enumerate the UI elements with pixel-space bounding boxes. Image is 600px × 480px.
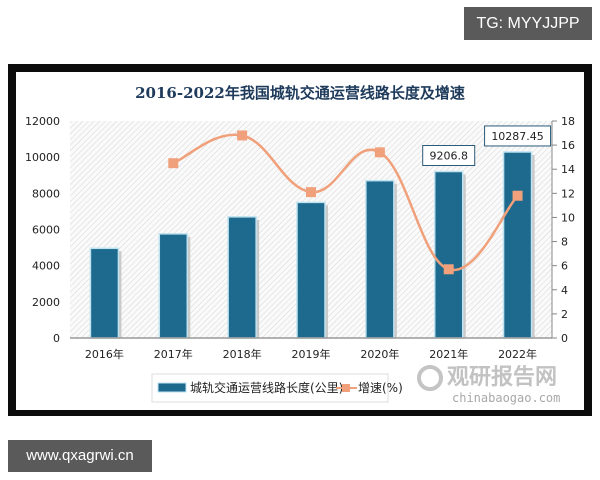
- watermark-site-en: chinabaogao.com: [452, 391, 560, 405]
- watermark-tag-bottom: www.qxagrwi.cn: [8, 440, 152, 472]
- legend-line-label: 增速(%): [358, 381, 403, 395]
- combo-chart: 2016-2022年我国城轨交通运营线路长度及增速 0 2000 4000 6000 8…: [25, 84, 575, 405]
- left-tick-label: 8000: [32, 187, 60, 200]
- x-tick-label: 2019年: [292, 347, 331, 361]
- bar: [227, 216, 257, 339]
- right-tick-label: 10: [561, 211, 575, 224]
- legend-marker-swatch: [342, 384, 350, 392]
- legend-bar-label: 城轨交通运营线路长度(公里): [190, 380, 343, 395]
- left-tick-label: 4000: [32, 260, 60, 273]
- left-tick-label: 2000: [32, 296, 60, 309]
- x-tick-label: 2017年: [154, 347, 193, 361]
- growth-marker: [306, 187, 316, 198]
- bar: [502, 151, 533, 339]
- watermark-site-cn: 观研报告网: [447, 365, 557, 390]
- right-tick-label: 14: [561, 163, 575, 176]
- data-label-text: 10287.45: [491, 130, 544, 143]
- right-tick-label: 0: [561, 332, 568, 345]
- right-tick-label: 2: [561, 308, 568, 321]
- right-tick-label: 8: [561, 236, 568, 249]
- bar-series: [89, 151, 535, 339]
- x-axis-labels: 2016年 2017年 2018年 2019年 2020年 2021年 2022年: [85, 347, 537, 361]
- left-tick-label: 6000: [32, 224, 60, 237]
- right-tick-label: 6: [561, 260, 568, 273]
- bar: [365, 179, 395, 339]
- right-tick-label: 16: [561, 139, 575, 152]
- watermark-tag-top: TG: MYYJJPP: [464, 7, 592, 40]
- growth-marker: [168, 158, 179, 169]
- chinabaogao-watermark: 观研报告网 chinabaogao.com: [417, 365, 560, 405]
- right-axis: 0 2 4 6 8 10 12 14 16 18: [551, 115, 575, 345]
- data-labels: 9206.8 10287.45: [422, 125, 552, 167]
- data-label-box: [484, 125, 552, 147]
- x-tick-label: 2016年: [85, 347, 124, 361]
- left-tick-label: 0: [53, 332, 60, 345]
- data-label-text: 9206.8: [429, 150, 468, 163]
- growth-marker: [443, 264, 454, 275]
- logo-icon: [417, 365, 443, 391]
- x-tick-label: 2018年: [223, 347, 262, 361]
- left-tick-label: 12000: [25, 115, 60, 128]
- left-tick-label: 10000: [25, 151, 60, 164]
- growth-line-series: [168, 130, 523, 275]
- x-tick-label: 2022年: [498, 347, 537, 361]
- left-axis: 0 2000 4000 6000 8000 10000 12000: [25, 115, 60, 345]
- bar: [158, 233, 189, 339]
- legend: 城轨交通运营线路长度(公里) 增速(%): [151, 373, 403, 403]
- x-tick-label: 2021年: [429, 347, 468, 361]
- chart-panel: 2016-2022年我国城轨交通运营线路长度及增速 0 2000 4000 6000 8…: [16, 72, 584, 410]
- right-tick-label: 4: [561, 284, 568, 297]
- data-label-box: [422, 145, 476, 167]
- bar: [89, 247, 120, 339]
- legend-bar-swatch: [157, 382, 187, 393]
- bar: [296, 201, 326, 339]
- growth-marker: [512, 190, 523, 201]
- growth-marker: [374, 147, 385, 158]
- x-tick-label: 2020年: [360, 347, 399, 361]
- growth-marker: [237, 130, 248, 141]
- right-tick-label: 12: [561, 187, 575, 200]
- right-tick-label: 18: [561, 115, 575, 128]
- chart-title: 2016-2022年我国城轨交通运营线路长度及增速: [135, 84, 465, 102]
- bar: [433, 170, 464, 339]
